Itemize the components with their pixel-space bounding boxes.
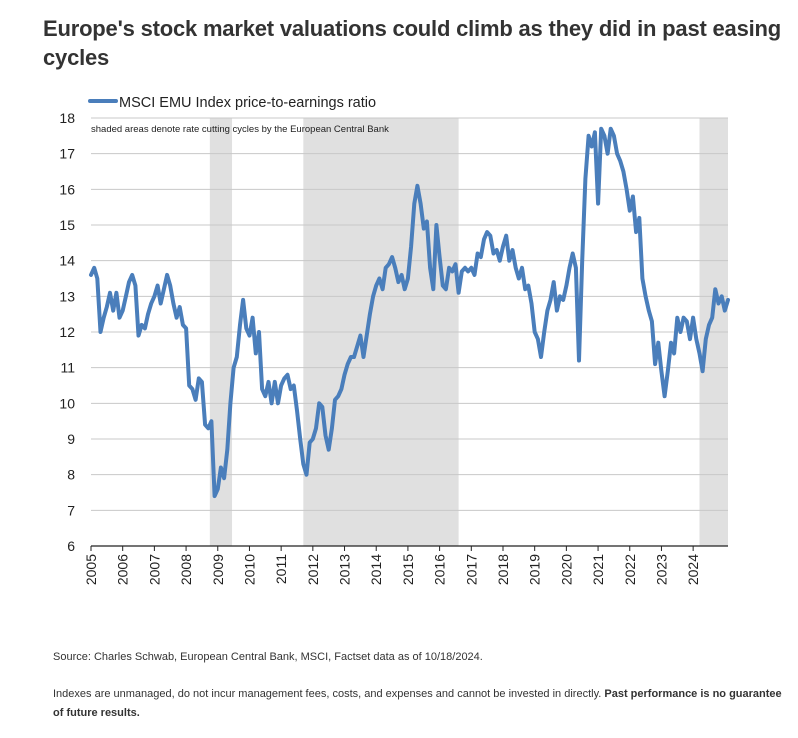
y-axis: 6 7 8 9 10 11 12 13 14 15 16 17 18 [59, 110, 75, 554]
y-tick-label-11: 11 [60, 360, 75, 376]
x-axis: 2005 2006 2007 2008 2009 2010 2011 2012 2013 2014… [83, 545, 728, 585]
y-tick-label-6: 6 [67, 538, 75, 554]
x-tick-label-2009: 2009 [210, 554, 226, 585]
shading-annotation: shaded areas denote rate cutting cycles … [91, 124, 389, 135]
legend: MSCI EMU Index price-to-earnings ratio [88, 95, 376, 111]
chart-area: 6 7 8 9 10 11 12 13 14 15 16 17 18 2005 2006 2007 2008 2… [0, 90, 798, 630]
y-tick-label-17: 17 [59, 146, 75, 162]
x-tick-label-2020: 2020 [558, 554, 574, 585]
disclaimer-bold: Past performance is no guarantee of futu… [53, 688, 782, 719]
series-line-1 [89, 126, 730, 499]
x-tick-label-2022: 2022 [622, 554, 638, 585]
y-tick-label-12: 12 [59, 324, 75, 340]
x-tick-label-2012: 2012 [305, 554, 321, 585]
y-tick-label-18: 18 [59, 110, 75, 126]
x-tick-label-2013: 2013 [337, 554, 353, 585]
x-tick-label-2015: 2015 [400, 554, 416, 585]
series-line-group [89, 126, 730, 499]
x-tick-label-2011: 2011 [273, 554, 289, 584]
x-tick-label-2021: 2021 [590, 554, 606, 585]
y-tick-label-10: 10 [59, 395, 75, 411]
x-tick-label-2024: 2024 [685, 554, 701, 585]
x-tick-label-2019: 2019 [527, 554, 543, 585]
x-tick-label-2006: 2006 [115, 554, 131, 585]
x-tick-label-2016: 2016 [432, 554, 448, 585]
x-tick-label-2018: 2018 [495, 554, 511, 585]
x-tick-label-2007: 2007 [146, 554, 162, 585]
x-tick-label-2017: 2017 [463, 554, 479, 585]
y-tick-label-16: 16 [59, 181, 75, 197]
x-tick-label-2010: 2010 [241, 554, 257, 585]
source-note: Source: Charles Schwab, European Central… [53, 651, 483, 663]
legend-label: MSCI EMU Index price-to-earnings ratio [119, 95, 376, 111]
y-tick-label-13: 13 [59, 288, 75, 304]
x-tick-label-2008: 2008 [178, 554, 194, 585]
disclaimer: Indexes are unmanaged, do not incur mana… [53, 685, 783, 723]
x-tick-label-2014: 2014 [368, 554, 384, 585]
gridlines [91, 117, 728, 511]
y-tick-label-8: 8 [67, 467, 75, 483]
chart-title: Europe's stock market valuations could c… [43, 16, 782, 70]
y-tick-label-14: 14 [59, 253, 75, 269]
disclaimer-text: Indexes are unmanaged, do not incur mana… [53, 688, 605, 700]
y-tick-label-9: 9 [67, 431, 75, 447]
y-tick-label-7: 7 [67, 502, 75, 518]
y-tick-label-15: 15 [59, 217, 75, 233]
x-tick-label-2005: 2005 [83, 554, 99, 585]
x-tick-label-2023: 2023 [653, 554, 669, 585]
